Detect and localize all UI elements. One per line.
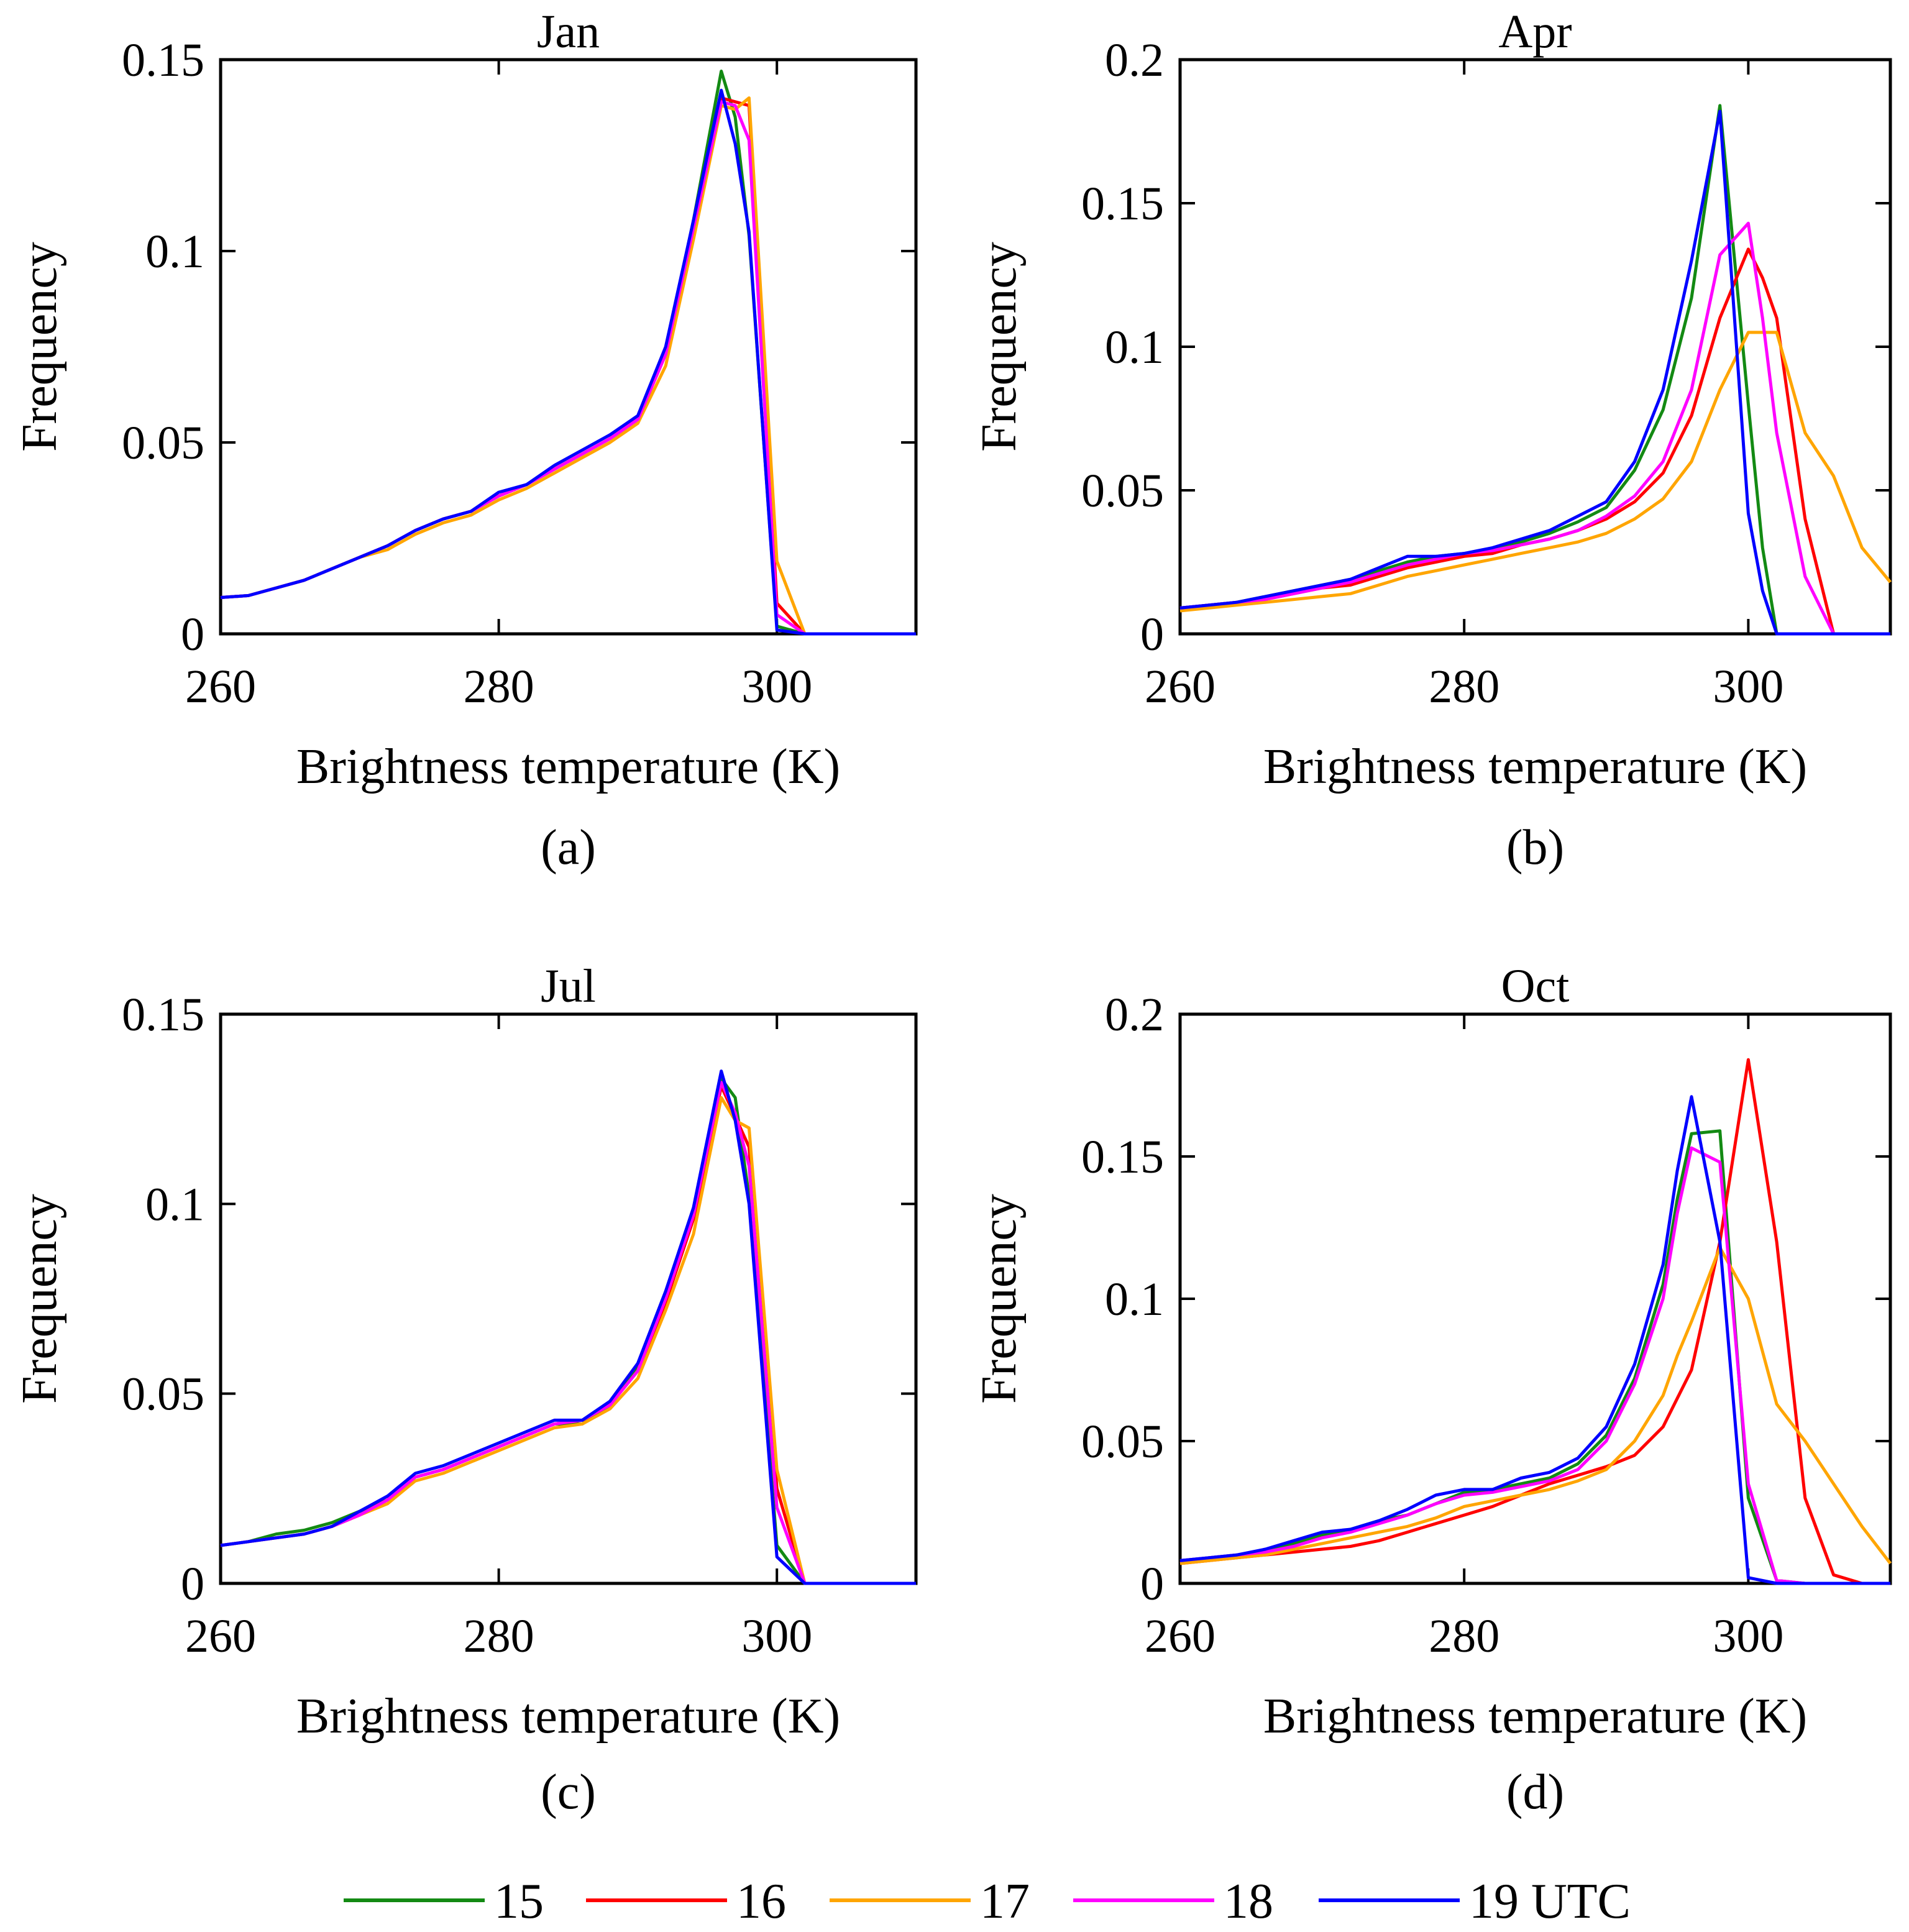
series-line-16 [220, 1084, 916, 1585]
plots-layer: 260 280 300 0 0.05 0.1 0.15 Jan Brightness tempe… [12, 6, 1892, 1820]
y-tick-label: 0.1 [1105, 321, 1164, 373]
series-line-18 [220, 1081, 916, 1585]
y-axis-label: Frequency [12, 242, 67, 452]
panel-oct: 260 280 300 0 0.05 0.1 0.15 0.2 Oct Brightness te… [972, 960, 1892, 1820]
legend-item: 19 UTC [1319, 1874, 1631, 1929]
y-tick-label: 0.05 [1081, 1416, 1164, 1468]
panel-title: Oct [1501, 960, 1570, 1012]
y-axis-label: Frequency [12, 1194, 67, 1404]
axes-frame [1178, 58, 1892, 636]
y-tick-label: 0.05 [122, 1368, 204, 1421]
panel-label: (a) [541, 820, 596, 875]
series-line-15 [220, 70, 916, 636]
y-tick-label: 0 [181, 608, 204, 661]
series-line-18 [1179, 1146, 1890, 1585]
y-tick-label: 0 [1140, 1558, 1164, 1610]
x-tick-label: 280 [464, 1610, 534, 1662]
series-line-19-utc [220, 88, 916, 636]
series-line-17 [1179, 1246, 1892, 1565]
x-axis-label: Brightness temperature (K) [1263, 1689, 1807, 1744]
series-line-19-utc [220, 1069, 916, 1585]
panel-apr: 260 280 300 0 0.05 0.1 0.15 0.2 Apr Brightness te… [972, 6, 1892, 875]
axes-frame [219, 58, 918, 636]
legend-item: 18 [1073, 1874, 1273, 1929]
series-line-16 [220, 96, 916, 636]
x-tick-label: 260 [1145, 1610, 1215, 1662]
legend-item: 16 [586, 1874, 786, 1929]
legend-label: 18 [1224, 1874, 1273, 1929]
series-line-15 [1179, 1129, 1890, 1585]
x-tick-label: 300 [1713, 1610, 1783, 1662]
series-line-16 [1179, 1058, 1890, 1585]
legend-label: 16 [736, 1874, 786, 1929]
y-tick-label: 0 [1140, 608, 1164, 661]
series-line-19-utc [1179, 1095, 1890, 1585]
legend-label: 19 UTC [1469, 1874, 1631, 1929]
series-line-17 [220, 1096, 916, 1585]
y-tick-label: 0.2 [1105, 989, 1164, 1041]
panel-title: Jan [537, 6, 600, 58]
x-tick-label: 260 [185, 661, 256, 713]
x-axis-label: Brightness temperature (K) [1263, 739, 1807, 794]
series-line-16 [1179, 247, 1890, 636]
x-axis-label: Brightness temperature (K) [296, 1689, 840, 1744]
y-tick-label: 0.2 [1105, 34, 1164, 86]
y-tick-label: 0.1 [145, 1178, 204, 1230]
series-line-18 [220, 100, 916, 636]
x-axis-label: Brightness temperature (K) [296, 739, 840, 794]
legend: 15 16 17 18 19 UTC [344, 1874, 1631, 1929]
y-tick-label: 0.1 [1105, 1273, 1164, 1325]
panel-label: (d) [1506, 1765, 1564, 1820]
x-tick-label: 280 [1429, 661, 1499, 713]
y-tick-label: 0.15 [122, 989, 204, 1041]
y-tick-label: 0.15 [122, 34, 204, 86]
legend-item: 15 [344, 1874, 544, 1929]
y-tick-label: 0.15 [1081, 178, 1164, 230]
panel-jul: 260 280 300 0 0.05 0.1 0.15 Jul Brightness tempe… [12, 960, 918, 1820]
y-tick-label: 0.05 [122, 417, 204, 469]
series-line-17 [1179, 331, 1892, 613]
panel-label: (b) [1506, 820, 1564, 875]
y-tick-label: 0 [181, 1558, 204, 1610]
x-tick-label: 300 [741, 1610, 812, 1662]
y-tick-label: 0.1 [145, 226, 204, 278]
x-tick-label: 260 [185, 1610, 256, 1662]
panel-title: Jul [541, 960, 596, 1012]
series-line-19-utc [1179, 109, 1890, 636]
panel-jan: 260 280 300 0 0.05 0.1 0.15 Jan Brightness tempe… [12, 6, 918, 875]
y-axis-label: Frequency [972, 1194, 1027, 1404]
y-tick-label: 0.15 [1081, 1131, 1164, 1183]
series-line-15 [220, 1077, 916, 1585]
x-tick-label: 300 [741, 661, 812, 713]
legend-label: 15 [494, 1874, 544, 1929]
y-axis-label: Frequency [972, 242, 1027, 452]
x-tick-label: 280 [1429, 1610, 1499, 1662]
legend-label: 17 [980, 1874, 1030, 1929]
x-tick-label: 300 [1713, 661, 1783, 713]
x-tick-label: 260 [1145, 661, 1215, 713]
series-line-18 [1179, 221, 1890, 636]
panel-title: Apr [1498, 6, 1572, 58]
panel-label: (c) [541, 1765, 596, 1820]
x-tick-label: 280 [464, 661, 534, 713]
series-line-17 [220, 96, 916, 636]
legend-item: 17 [830, 1874, 1030, 1929]
y-tick-label: 0.05 [1081, 465, 1164, 517]
axes-frame [219, 1012, 918, 1585]
